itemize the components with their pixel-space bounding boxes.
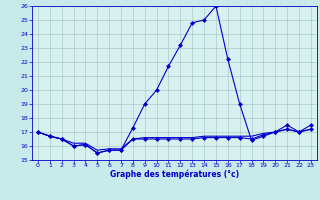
X-axis label: Graphe des températures (°c): Graphe des températures (°c): [110, 170, 239, 179]
